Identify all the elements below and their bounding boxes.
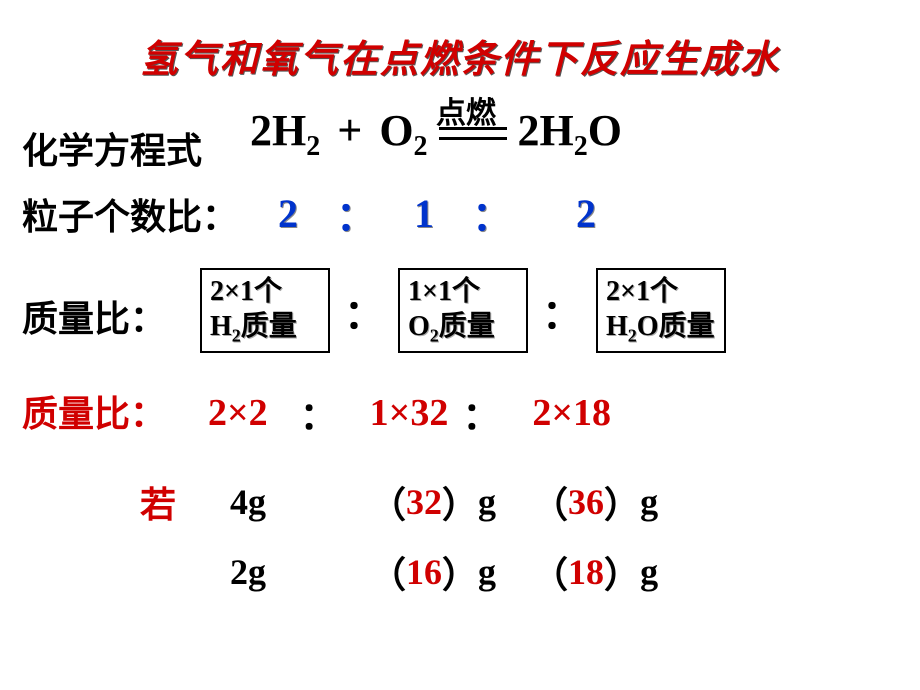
mass-ratio-label2: 质量比： xyxy=(22,385,166,437)
box2-line1: 1×1个 xyxy=(408,274,518,309)
particle-ratio-values: 2 ： 1 ： 2 xyxy=(278,184,596,242)
ex1-p2l: （ xyxy=(532,476,568,528)
mass-box-h2o: 2×1个 H2O质量 xyxy=(596,268,726,353)
ratio-colon1: ： xyxy=(336,184,376,242)
example-row-2: 2g （ 16 ） g （ 18 ） g xyxy=(230,546,658,598)
ex1-g1: g xyxy=(478,481,496,523)
coef-h2: 2 xyxy=(250,106,272,155)
formula-h: H xyxy=(272,106,306,155)
ratio-v2: 1 xyxy=(414,190,434,237)
box3-line2: H2O质量 xyxy=(606,309,716,347)
plus-sign: + xyxy=(337,106,362,155)
box1-line1: 2×1个 xyxy=(210,274,320,309)
equation-label-row: 化学方程式 xyxy=(22,122,202,174)
mr-term2: 1×32 xyxy=(370,391,449,435)
box1-line2: H2质量 xyxy=(210,309,320,347)
box3-line1: 2×1个 xyxy=(606,274,716,309)
ex2-v1: 16 xyxy=(406,551,442,593)
formula-o: O xyxy=(379,106,413,155)
box2-line2: O2质量 xyxy=(408,309,518,347)
ex1-p2r: ） xyxy=(604,476,640,528)
mass-ratio-label1: 质量比： xyxy=(22,290,166,342)
mass-colon1: ： xyxy=(344,282,384,340)
example-row-1: 4g （ 32 ） g （ 36 ） g xyxy=(230,476,658,528)
formula-h2o-o: O xyxy=(588,106,622,155)
chemical-equation: 2H2 + O2 2H2O xyxy=(250,105,622,163)
if-label-row: 若 xyxy=(140,476,176,528)
particle-ratio-row: 粒子个数比： xyxy=(22,188,238,240)
coef-h2o: 2 xyxy=(518,106,540,155)
equation-label: 化学方程式 xyxy=(22,122,202,174)
ex1-v1: 32 xyxy=(406,481,442,523)
ex1-g2: g xyxy=(640,481,658,523)
ex1-p1r: ） xyxy=(442,476,478,528)
formula-h2o-h: H xyxy=(540,106,574,155)
mass-box-o2: 1×1个 O2质量 xyxy=(398,268,528,353)
mr-colon1: ： xyxy=(300,385,338,440)
ratio-v3: 2 xyxy=(576,190,596,237)
mass-box-h2: 2×1个 H2质量 xyxy=(200,268,330,353)
sub-h2: 2 xyxy=(306,131,320,162)
mr-colon2: ： xyxy=(462,385,500,440)
ratio-v1: 2 xyxy=(278,190,298,237)
ex2-g1: g xyxy=(478,551,496,593)
ex1-given: 4g xyxy=(230,481,370,523)
mass-colon2: ： xyxy=(542,282,582,340)
ex1-v2: 36 xyxy=(568,481,604,523)
mr-term3: 2×18 xyxy=(532,391,611,435)
if-label: 若 xyxy=(140,476,176,528)
mass-ratio-numeric: 2×2 ： 1×32 ： 2×18 xyxy=(208,385,611,440)
ex2-p2l: （ xyxy=(532,546,568,598)
ex2-p2r: ） xyxy=(604,546,640,598)
ex1-p1l: （ xyxy=(370,476,406,528)
ex2-given: 2g xyxy=(230,551,370,593)
mass-ratio-numeric-row: 质量比： xyxy=(22,385,166,437)
ex2-g2: g xyxy=(640,551,658,593)
mr-term1: 2×2 xyxy=(208,391,268,435)
ratio-colon2: ： xyxy=(472,184,512,242)
page-title: 氢气和氧气在点燃条件下反应生成水 xyxy=(0,28,920,83)
mass-ratio-label-row: 质量比： xyxy=(22,290,166,342)
ex2-v2: 18 xyxy=(568,551,604,593)
sub-h2o-2: 2 xyxy=(574,131,588,162)
mass-ratio-boxes: 2×1个 H2质量 ： 1×1个 O2质量 ： 2×1个 H2O质量 xyxy=(200,268,726,353)
sub-o2: 2 xyxy=(414,131,428,162)
particle-ratio-label: 粒子个数比： xyxy=(22,188,238,240)
ex2-p1l: （ xyxy=(370,546,406,598)
ex2-p1r: ） xyxy=(442,546,478,598)
